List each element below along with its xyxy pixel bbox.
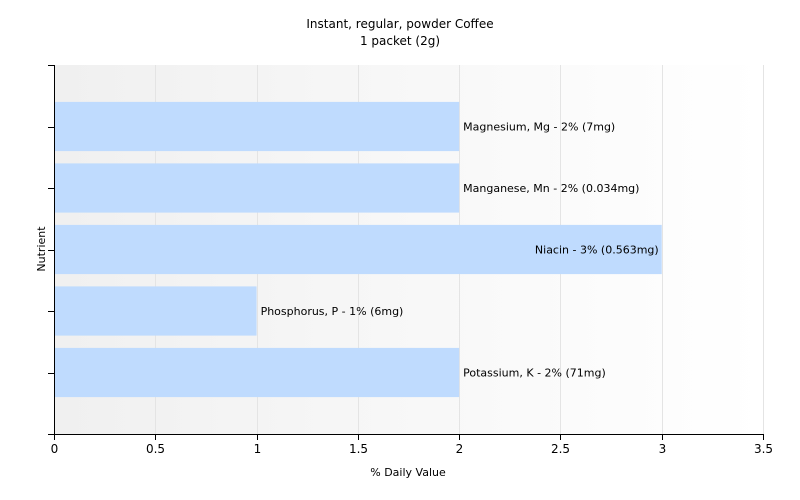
x-tick-label: 0.5 [146, 442, 165, 456]
x-tick-label: 1.5 [349, 442, 368, 456]
x-tick-label: 3.5 [754, 442, 773, 456]
bars: Magnesium, Mg - 2% (7mg) Manganese, Mn - … [55, 101, 662, 398]
bar-label: Phosphorus, P - 1% (6mg) [261, 305, 404, 318]
chart-title: Instant, regular, powder Coffee [306, 17, 493, 31]
y-axis-label: Nutrient [35, 226, 48, 272]
bar [55, 286, 257, 336]
chart-subtitle: 1 packet (2g) [360, 34, 440, 48]
bar-label: Niacin - 3% (0.563mg) [535, 244, 659, 257]
bar-label: Manganese, Mn - 2% (0.034mg) [463, 182, 639, 195]
x-tick-label: 3 [659, 442, 667, 456]
bar-label: Potassium, K - 2% (71mg) [463, 367, 606, 380]
bar [55, 347, 460, 398]
bar [55, 163, 460, 213]
x-tick-label: 2 [456, 442, 464, 456]
x-axis-label: % Daily Value [370, 466, 446, 479]
x-tick-label: 0 [51, 442, 59, 456]
x-tick-label: 2.5 [551, 442, 570, 456]
bar-label: Magnesium, Mg - 2% (7mg) [463, 121, 615, 134]
axes [48, 65, 764, 435]
x-tick-label: 1 [254, 442, 262, 456]
bar [55, 101, 460, 152]
x-ticks: 0 0.5 1 1.5 2 2.5 3 3.5 [51, 434, 773, 456]
bar [55, 224, 662, 275]
